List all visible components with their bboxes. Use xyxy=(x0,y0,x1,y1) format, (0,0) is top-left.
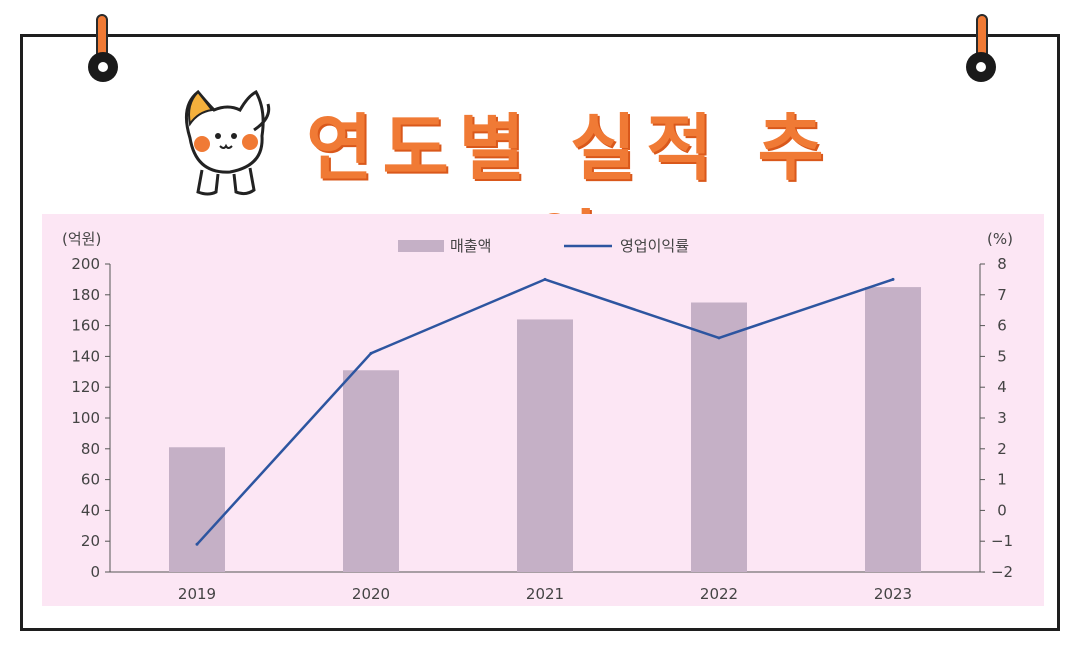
legend-bar-swatch xyxy=(398,240,444,252)
left-tick-label: 80 xyxy=(81,440,100,458)
x-tick-label: 2022 xyxy=(700,585,738,603)
right-tick-label: 4 xyxy=(997,378,1007,396)
right-tick-label: 1 xyxy=(997,471,1007,489)
right-tick-label: 7 xyxy=(997,286,1007,304)
left-tick-label: 160 xyxy=(71,317,100,335)
bar-revenue-2022 xyxy=(691,302,747,572)
x-tick-label: 2019 xyxy=(178,585,216,603)
bar-revenue-2020 xyxy=(343,370,399,572)
legend-bar-label: 매출액 xyxy=(450,237,491,255)
right-tick-label: −2 xyxy=(991,563,1013,581)
left-tick-label: 140 xyxy=(71,347,100,365)
x-tick-label: 2021 xyxy=(526,585,564,603)
x-tick-label: 2020 xyxy=(352,585,390,603)
right-binder-ring xyxy=(966,52,996,82)
chart: 0 20 40 60 80 100 120 140 160 180 200 −2 −1 0 1 2 3 4 5 6 7 8… xyxy=(62,230,1013,603)
left-tick-label: 60 xyxy=(81,471,100,489)
left-tick-label: 0 xyxy=(90,563,100,581)
left-tick-label: 40 xyxy=(81,501,100,519)
line-point-2021 xyxy=(543,277,547,281)
x-tick-label: 2023 xyxy=(874,585,912,603)
line-point-2022 xyxy=(717,336,721,340)
left-axis-unit-label: (억원) xyxy=(62,230,101,248)
left-binder-ring xyxy=(88,52,118,82)
chart-panel: 0 20 40 60 80 100 120 140 160 180 200 −2 −1 0 1 2 3 4 5 6 7 8… xyxy=(42,214,1044,606)
right-tick-label: 8 xyxy=(997,255,1007,273)
left-tick-label: 200 xyxy=(71,255,100,273)
right-tick-label: 5 xyxy=(997,347,1007,365)
left-tick-label: 180 xyxy=(71,286,100,304)
bar-revenue-2023 xyxy=(865,287,921,572)
left-tick-label: 20 xyxy=(81,532,100,550)
line-point-2023 xyxy=(891,277,895,281)
cat-mascot-icon xyxy=(184,89,271,196)
page-title: 연도별 실적 추이 xyxy=(306,106,834,286)
left-tick-label: 100 xyxy=(71,409,100,427)
right-tick-label: 6 xyxy=(997,317,1007,335)
right-tick-label: 3 xyxy=(997,409,1007,427)
right-tick-label: 2 xyxy=(997,440,1007,458)
left-tick-label: 120 xyxy=(71,378,100,396)
bar-revenue-2019 xyxy=(169,447,225,572)
line-point-2019 xyxy=(195,542,199,546)
legend-line-label: 영업이익률 xyxy=(620,237,689,255)
right-tick-label: 0 xyxy=(997,501,1007,519)
bar-revenue-2021 xyxy=(517,319,573,572)
right-tick-label: −1 xyxy=(991,532,1013,550)
right-axis-unit-label: (%) xyxy=(987,230,1013,248)
line-point-2020 xyxy=(369,351,373,355)
